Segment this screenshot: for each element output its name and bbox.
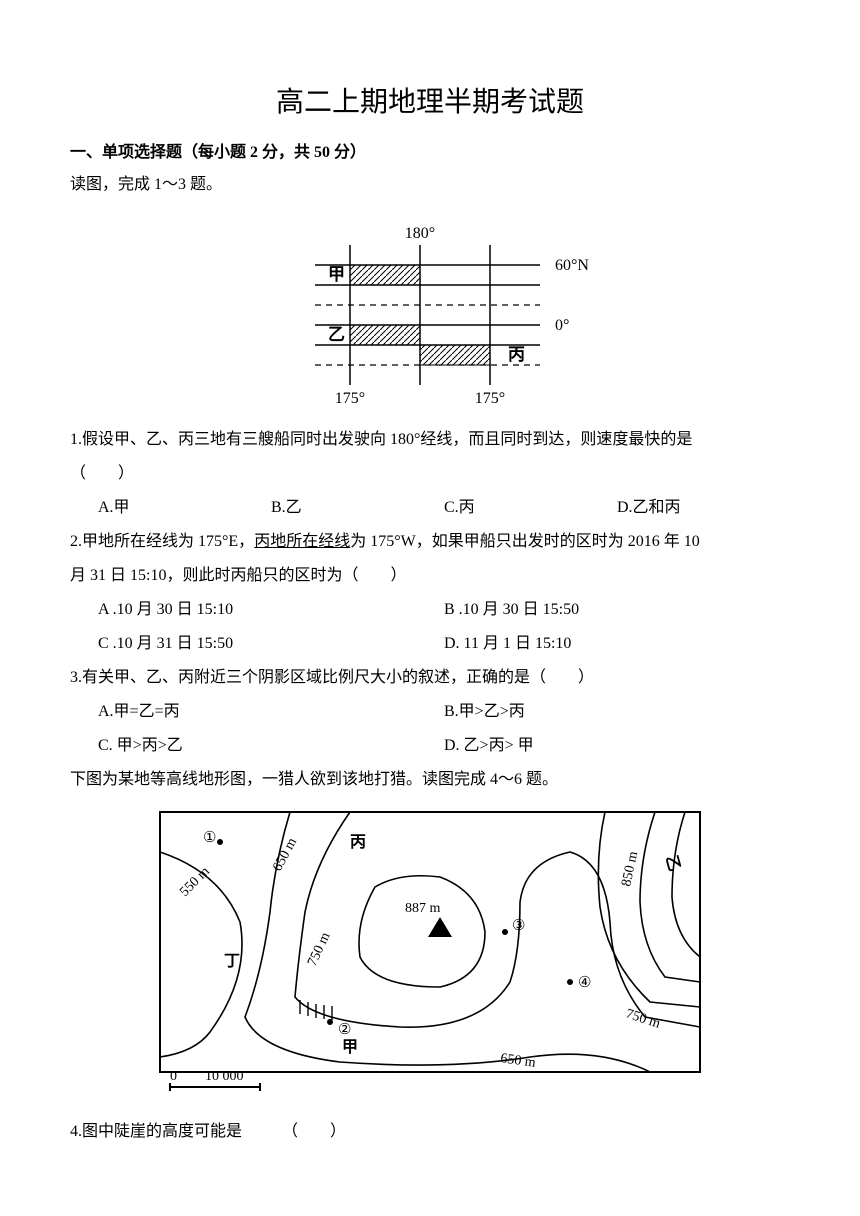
q1-options: A.甲 B.乙 C.丙 D.乙和丙	[70, 492, 790, 524]
q3-opt-c: C. 甲>丙>乙	[98, 730, 444, 762]
svg-text:④: ④	[578, 975, 591, 991]
svg-text:887 m: 887 m	[405, 901, 441, 916]
svg-text:③: ③	[512, 918, 525, 934]
q3-options-row2: C. 甲>丙>乙 D. 乙>丙> 甲	[70, 730, 790, 762]
q3-opt-d: D. 乙>丙> 甲	[444, 730, 790, 762]
q3-opt-b: B.甲>乙>丙	[444, 696, 790, 728]
label-yi: 乙	[328, 325, 345, 344]
label-175-left: 175°	[335, 390, 365, 407]
label-bing: 丙	[508, 345, 525, 364]
svg-text:丁: 丁	[224, 953, 240, 970]
label-175-right: 175°	[475, 390, 505, 407]
q2-underline: 丙地所在经线	[254, 533, 350, 550]
svg-text:①: ①	[203, 830, 216, 846]
q1-text-b: （ ）	[70, 458, 790, 490]
q3-text: 3.有关甲、乙、丙附近三个阴影区域比例尺大小的叙述，正确的是（ ）	[70, 662, 790, 694]
section-header: 一、单项选择题（每小题 2 分，共 50 分）	[70, 138, 790, 162]
page-title: 高二上期地理半期考试题	[70, 80, 790, 120]
svg-text:0 10 000: 0 10 000	[170, 1069, 244, 1084]
label-180: 180°	[405, 225, 435, 242]
q2-line1: 2.甲地所在经线为 175°E，丙地所在经线为 175°W，如果甲船只出发时的区…	[70, 526, 790, 558]
label-0: 0°	[555, 317, 569, 334]
diagram-2: ① 丙 ② 甲 丁 ③ ④ 乙 550 m 650 m 750 m 887 m …	[70, 802, 790, 1102]
label-60n: 60°N	[555, 257, 589, 274]
q3-opt-a: A.甲=乙=丙	[98, 696, 444, 728]
svg-text:②: ②	[338, 1022, 351, 1038]
q2-opt-b: B .10 月 30 日 15:50	[444, 594, 790, 626]
svg-text:甲: 甲	[342, 1038, 358, 1056]
q2-line2: 月 31 日 15:10，则此时丙船只的区时为（ ）	[70, 560, 790, 592]
q1-opt-d: D.乙和丙	[617, 492, 790, 524]
q1-opt-c: C.丙	[444, 492, 617, 524]
q3-options-row1: A.甲=乙=丙 B.甲>乙>丙	[70, 696, 790, 728]
intro-1-3: 读图，完成 1～3 题。	[70, 170, 790, 200]
label-jia: 甲	[328, 265, 345, 284]
q1-text-a: 1.假设甲、乙、丙三地有三艘船同时出发驶向 180°经线，而且同时到达，则速度最…	[70, 424, 790, 456]
q1-opt-a: A.甲	[98, 492, 271, 524]
q2-options-row2: C .10 月 31 日 15:50 D. 11 月 1 日 15:10	[70, 628, 790, 660]
q2-opt-c: C .10 月 31 日 15:50	[98, 628, 444, 660]
q2-opt-d: D. 11 月 1 日 15:10	[444, 628, 790, 660]
diagram-1: 180° 60°N 0° 175° 175° 甲 乙 丙	[70, 210, 790, 410]
svg-text:丙: 丙	[350, 833, 366, 851]
intro-4-6: 下图为某地等高线地形图，一猎人欲到该地打猎。读图完成 4～6 题。	[70, 764, 790, 796]
q4-text: 4.图中陡崖的高度可能是 （ ）	[70, 1116, 790, 1148]
q2-opt-a: A .10 月 30 日 15:10	[98, 594, 444, 626]
q2-text-a: 2.甲地所在经线为 175°E，	[70, 533, 254, 550]
q2-options-row1: A .10 月 30 日 15:10 B .10 月 30 日 15:50	[70, 594, 790, 626]
q2-text-b: 为 175°W，如果甲船只出发时的区时为 2016 年 10	[350, 533, 700, 550]
q1-opt-b: B.乙	[271, 492, 444, 524]
